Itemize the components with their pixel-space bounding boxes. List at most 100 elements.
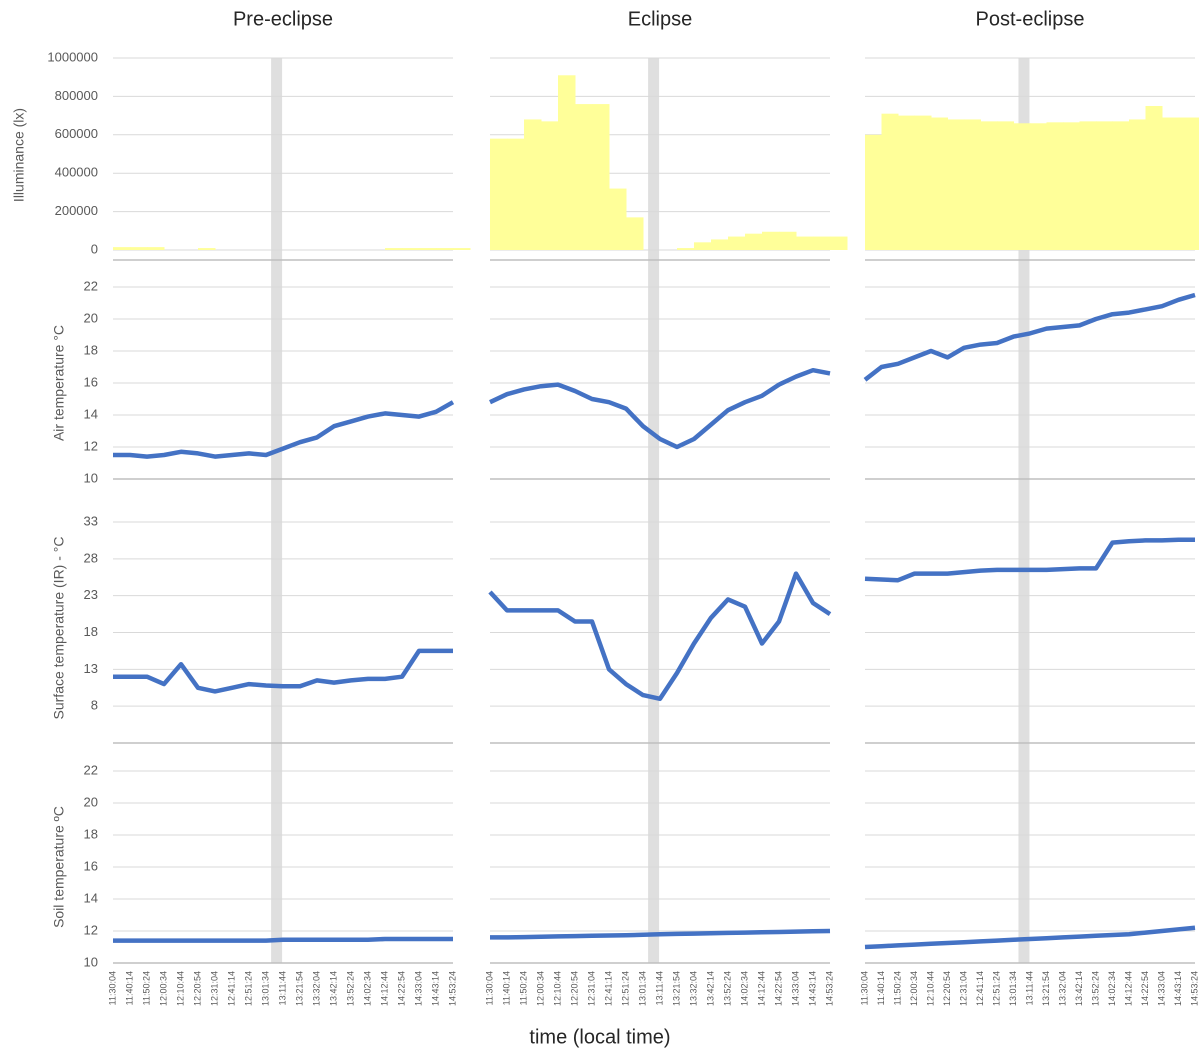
- y-tick-label: 22: [84, 278, 98, 293]
- x-tick-label: 12:10:44: [175, 971, 185, 1006]
- x-tick-label: 11:30:04: [107, 971, 117, 1005]
- illuminance-bar: [711, 239, 729, 250]
- data-line: [113, 400, 455, 459]
- x-tick-label: 13:21:54: [1041, 971, 1051, 1006]
- x-tick-label: 14:22:54: [396, 971, 406, 1006]
- eclipse-band: [271, 58, 283, 963]
- x-tick-label: 14:53:24: [1189, 971, 1199, 1006]
- y-tick-label: 10: [84, 470, 98, 485]
- y-axis-label: Surface temperature (IR) - °C: [51, 537, 67, 720]
- y-axis-label: Soil temperature ºC: [51, 806, 67, 928]
- x-tick-label: 13:52:24: [722, 971, 732, 1006]
- illuminance-bar: [813, 236, 831, 250]
- y-tick-label: 14: [84, 890, 98, 905]
- x-tick-label: 13:01:34: [637, 971, 647, 1006]
- x-tick-label: 11:30:04: [859, 971, 869, 1005]
- x-tick-label: 13:32:04: [688, 971, 698, 1006]
- x-tick-label: 13:42:14: [705, 971, 715, 1006]
- x-tick-label: 12:31:04: [958, 971, 968, 1006]
- data-line: [863, 292, 1196, 382]
- x-tick-label: 14:43:14: [1173, 971, 1183, 1006]
- x-tick-label: 11:40:14: [124, 971, 134, 1005]
- illuminance-bar: [762, 231, 780, 250]
- x-tick-label: 14:12:44: [1123, 971, 1133, 1006]
- y-tick-label: 8: [91, 698, 98, 713]
- x-tick-label: 11:50:24: [892, 971, 902, 1005]
- illuminance-bar: [592, 104, 610, 250]
- illuminance-bar: [524, 119, 542, 250]
- x-tick-label: 14:33:04: [1156, 971, 1166, 1006]
- y-tick-label: 28: [84, 550, 98, 565]
- x-tick-label: 12:41:14: [226, 971, 236, 1006]
- x-tick-label: 13:11:44: [654, 971, 664, 1005]
- illuminance-bar: [931, 117, 948, 251]
- illuminance-bar: [1046, 122, 1064, 250]
- y-tick-label: 20: [84, 310, 98, 325]
- x-tick-label: 14:33:04: [413, 971, 423, 1006]
- illuminance-bar: [881, 113, 899, 251]
- x-tick-label: 14:43:14: [430, 971, 440, 1006]
- x-tick-label: 12:51:24: [243, 971, 253, 1006]
- x-tick-label: 13:11:44: [277, 971, 287, 1005]
- illuminance-bar: [1013, 123, 1031, 250]
- y-tick-label: 0: [91, 241, 98, 256]
- y-tick-label: 12: [84, 922, 98, 937]
- illuminance-bar: [558, 75, 576, 250]
- illuminance-bar: [898, 115, 915, 250]
- illuminance-bar: [830, 236, 848, 250]
- x-tick-label: 12:31:04: [209, 971, 219, 1006]
- illuminance-bar: [419, 248, 437, 250]
- y-tick-label: 16: [84, 858, 98, 873]
- x-tick-label: 12:00:34: [909, 971, 919, 1006]
- x-tick-label: 11:40:14: [501, 971, 511, 1005]
- x-tick-label: 12:41:14: [975, 971, 985, 1006]
- y-tick-label: 16: [84, 374, 98, 389]
- illuminance-bar: [1178, 117, 1196, 251]
- x-tick-label: 12:00:34: [535, 971, 545, 1006]
- x-tick-label: 14:22:54: [773, 971, 783, 1006]
- x-tick-label: 14:02:34: [362, 971, 372, 1006]
- illuminance-bar: [130, 247, 148, 250]
- data-line: [864, 925, 1196, 950]
- illuminance-bar: [980, 121, 998, 250]
- x-tick-label: 14:02:34: [739, 971, 749, 1006]
- y-tick-label: 10: [84, 954, 98, 969]
- x-tick-label: 12:51:24: [991, 971, 1001, 1006]
- x-tick-label: 14:02:34: [1107, 971, 1117, 1006]
- illuminance-bar: [745, 233, 763, 250]
- y-tick-label: 14: [84, 406, 98, 421]
- x-tick-label: 12:00:34: [158, 971, 168, 1006]
- y-tick-label: 800000: [55, 88, 98, 103]
- illuminance-bar: [914, 115, 932, 250]
- illuminance-bar: [385, 248, 403, 250]
- x-tick-label: 13:42:14: [328, 971, 338, 1006]
- x-tick-label: 12:10:44: [552, 971, 562, 1006]
- y-axis-label: Illuminance (lx): [11, 108, 27, 202]
- data-line: [113, 648, 453, 694]
- illuminance-bar: [609, 188, 627, 250]
- x-tick-label: 13:01:34: [260, 971, 270, 1006]
- illuminance-bar: [728, 236, 746, 250]
- y-tick-label: 18: [84, 624, 98, 639]
- x-tick-label: 13:21:54: [671, 971, 681, 1006]
- y-tick-label: 600000: [55, 126, 98, 141]
- column-title: Post-eclipse: [976, 8, 1085, 30]
- x-tick-label: 11:30:04: [484, 971, 494, 1005]
- data-line: [489, 367, 831, 450]
- illuminance-bar: [113, 247, 131, 250]
- x-tick-label: 14:53:24: [447, 971, 457, 1006]
- x-tick-label: 13:52:24: [345, 971, 355, 1006]
- illuminance-bar: [1145, 106, 1163, 250]
- illuminance-bar: [626, 217, 644, 250]
- illuminance-bar: [402, 248, 420, 250]
- x-axis-label: time (local time): [529, 1026, 670, 1048]
- illuminance-bar: [507, 138, 525, 250]
- illuminance-bar: [1096, 121, 1113, 250]
- column-title: Eclipse: [628, 8, 692, 30]
- data-line: [488, 571, 832, 702]
- x-tick-label: 13:32:04: [1057, 971, 1067, 1006]
- illuminance-bar: [1112, 121, 1130, 250]
- x-tick-label: 11:50:24: [141, 971, 151, 1005]
- y-axis-label: Air temperature °C: [51, 325, 67, 441]
- x-tick-label: 13:21:54: [294, 971, 304, 1006]
